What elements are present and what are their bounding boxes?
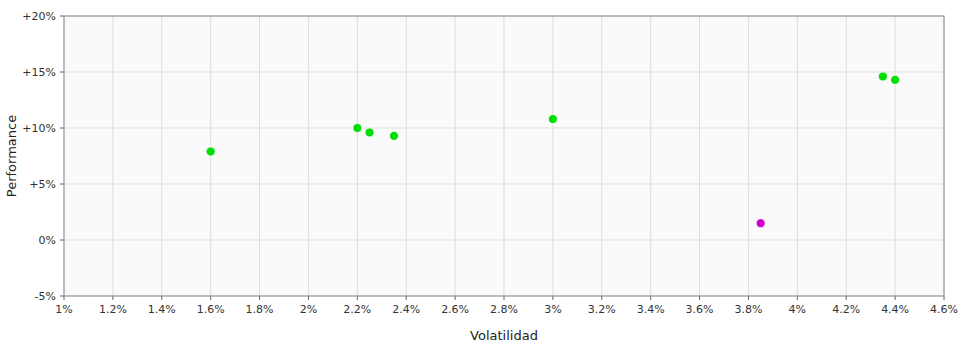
tick-label-x: 4.4% bbox=[881, 303, 909, 316]
tick-label-x: 4.6% bbox=[930, 303, 958, 316]
series bbox=[206, 72, 899, 156]
tick-label-x: 2% bbox=[300, 303, 317, 316]
tick-y bbox=[60, 16, 64, 17]
tick-label-x: 3.8% bbox=[734, 303, 762, 316]
tick-label-x: 1% bbox=[55, 303, 72, 316]
grid-line-x bbox=[650, 16, 651, 296]
tick-x bbox=[601, 296, 602, 300]
tick-x bbox=[64, 296, 65, 300]
grid-line-x bbox=[504, 16, 505, 296]
grid-line-x bbox=[797, 16, 798, 296]
tick-y bbox=[60, 72, 64, 73]
tick-x bbox=[357, 296, 358, 300]
grid-line-x bbox=[455, 16, 456, 296]
tick-y bbox=[60, 128, 64, 129]
point bbox=[365, 128, 374, 137]
grid-line-y bbox=[64, 128, 944, 129]
tick-x bbox=[112, 296, 113, 300]
point bbox=[548, 115, 557, 124]
tick-label-x: 1.4% bbox=[148, 303, 176, 316]
tick-x bbox=[552, 296, 553, 300]
grid-line-x bbox=[699, 16, 700, 296]
point bbox=[878, 72, 887, 81]
point bbox=[353, 124, 362, 133]
grid-line-x bbox=[552, 16, 553, 296]
grid-line-x bbox=[161, 16, 162, 296]
point bbox=[756, 219, 765, 228]
tick-label-y: -5% bbox=[35, 290, 56, 303]
tick-x bbox=[406, 296, 407, 300]
grid-line-x bbox=[748, 16, 749, 296]
point bbox=[891, 75, 900, 84]
tick-x bbox=[748, 296, 749, 300]
grid-line-y bbox=[64, 72, 944, 73]
marks bbox=[206, 72, 899, 228]
plot-frame bbox=[64, 16, 944, 296]
tick-x bbox=[944, 296, 945, 300]
tick-y bbox=[60, 184, 64, 185]
tick-x bbox=[161, 296, 162, 300]
tick-x bbox=[846, 296, 847, 300]
tick-label-y: +20% bbox=[22, 10, 56, 23]
chart: 1% 1.2% 1.4% 1.6% 1.8% 2% 2.2% 2.4% 2.6% 2.8% 3% 3.… bbox=[0, 0, 966, 350]
tick-y bbox=[60, 296, 64, 297]
grid-line-x bbox=[846, 16, 847, 296]
tick-label-x: 3.2% bbox=[588, 303, 616, 316]
tick-label-y: +10% bbox=[22, 122, 56, 135]
x-axis-label: Volatilidad bbox=[470, 328, 538, 343]
tick-x bbox=[210, 296, 211, 300]
grid-line-y bbox=[64, 184, 944, 185]
tick-label-x: 4.2% bbox=[832, 303, 860, 316]
tick-x bbox=[259, 296, 260, 300]
tick-y bbox=[60, 240, 64, 241]
grid-line-x bbox=[112, 16, 113, 296]
plot-area bbox=[64, 16, 944, 296]
tick-label-y: 0% bbox=[39, 234, 56, 247]
point bbox=[206, 147, 215, 156]
tick-x bbox=[699, 296, 700, 300]
series bbox=[756, 219, 765, 228]
tick-x bbox=[797, 296, 798, 300]
tick-x bbox=[504, 296, 505, 300]
point bbox=[390, 131, 399, 140]
tick-x bbox=[308, 296, 309, 300]
grid bbox=[64, 16, 944, 296]
tick-label-x: 4% bbox=[789, 303, 806, 316]
tick-label-x: 3.4% bbox=[637, 303, 665, 316]
tick-label-y: +5% bbox=[29, 178, 56, 191]
grid-line-x bbox=[406, 16, 407, 296]
y-axis-label: Performance bbox=[4, 115, 19, 197]
tick-x bbox=[895, 296, 896, 300]
grid-line-x bbox=[895, 16, 896, 296]
grid-line-y bbox=[64, 240, 944, 241]
grid-line-x bbox=[357, 16, 358, 296]
grid-line-x bbox=[308, 16, 309, 296]
tick-label-x: 1.8% bbox=[246, 303, 274, 316]
axes: 1% 1.2% 1.4% 1.6% 1.8% 2% 2.2% 2.4% 2.6% 2.8% 3% 3.… bbox=[22, 10, 958, 316]
tick-label-y: +15% bbox=[22, 66, 56, 79]
tick-label-x: 3% bbox=[544, 303, 561, 316]
grid-line-x bbox=[259, 16, 260, 296]
tick-label-x: 1.6% bbox=[197, 303, 225, 316]
tick-label-x: 1.2% bbox=[99, 303, 127, 316]
grid-line-x bbox=[601, 16, 602, 296]
tick-x bbox=[650, 296, 651, 300]
tick-label-x: 2.8% bbox=[490, 303, 518, 316]
tick-label-x: 3.6% bbox=[686, 303, 714, 316]
tick-label-x: 2.2% bbox=[343, 303, 371, 316]
tick-label-x: 2.6% bbox=[441, 303, 469, 316]
tick-label-x: 2.4% bbox=[392, 303, 420, 316]
tick-x bbox=[455, 296, 456, 300]
